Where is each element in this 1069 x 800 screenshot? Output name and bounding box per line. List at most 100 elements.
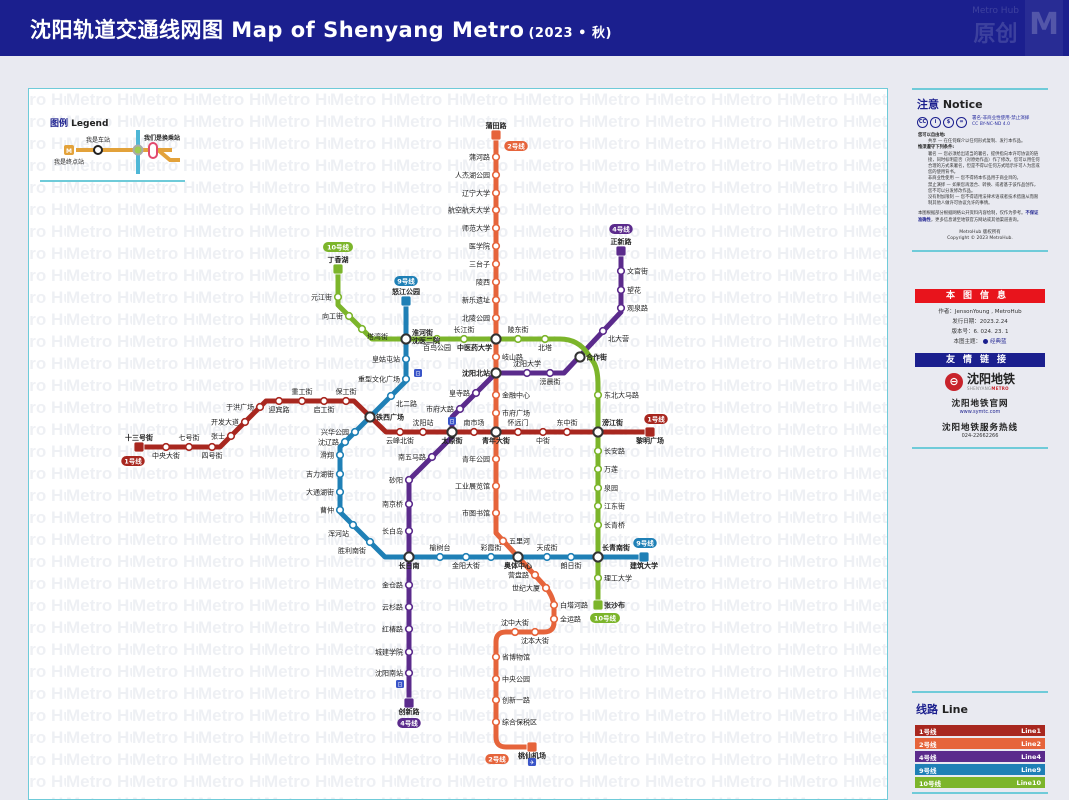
station-marker[interactable] [593,446,603,456]
station-label[interactable]: 铁西广场 [376,413,404,422]
station-label[interactable]: 金仓路 [382,581,403,590]
station-label[interactable]: 兴华公园 [321,428,349,437]
station-label[interactable]: 综合保税区 [502,718,537,727]
station-marker[interactable] [598,326,608,336]
interchange-station-marker[interactable] [592,551,604,563]
station-label[interactable]: 长安路 [604,447,625,456]
terminal-station-marker[interactable] [615,245,627,257]
station-label[interactable]: 江东街 [604,502,625,511]
station-label[interactable]: 岐山路 [502,353,523,362]
line-9-route[interactable] [337,301,644,560]
station-marker[interactable] [469,427,479,437]
station-label[interactable]: 人杰湖公园 [455,171,490,180]
station-label[interactable]: 南市场 [464,418,485,427]
interchange-station-marker[interactable] [490,426,502,438]
station-marker[interactable] [348,520,358,530]
interchange-station-marker[interactable] [592,426,604,438]
station-label[interactable]: 怀远门 [508,418,529,427]
station-marker[interactable] [542,552,552,562]
station-label[interactable]: 工业展览馆 [455,482,490,491]
station-label[interactable]: 航空航天大学 [448,206,490,215]
station-label[interactable]: 南京桥 [382,500,403,509]
station-marker[interactable] [491,170,501,180]
station-label[interactable]: 北大营 [608,334,629,343]
station-marker[interactable] [344,311,354,321]
station-marker[interactable] [335,505,345,515]
station-label[interactable]: 观泉路 [627,304,648,313]
station-label[interactable]: 皇姑屯站 [372,355,400,364]
line-badge[interactable] [644,414,668,424]
interchange-station-marker[interactable] [490,333,502,345]
station-label[interactable]: 吉力湖街 [306,470,334,479]
line-badge[interactable] [394,276,418,286]
station-label[interactable]: 长白岛 [382,527,403,536]
station-marker[interactable] [404,475,414,485]
station-marker[interactable] [418,427,428,437]
station-marker[interactable] [333,292,343,302]
terminal-station-marker[interactable] [133,441,145,453]
station-label[interactable]: 世纪大厦 [512,584,540,593]
station-marker[interactable] [491,652,501,662]
station-label[interactable]: 市图书馆 [462,509,490,518]
station-label[interactable]: 长青桥 [604,521,625,530]
station-label[interactable]: 滑翔 [320,451,334,460]
station-label[interactable]: 保工街 [336,387,357,396]
station-label[interactable]: 张士 [211,432,225,441]
interchange-station-marker[interactable] [490,367,502,379]
station-marker[interactable] [432,334,442,344]
station-label[interactable]: 张沙布 [604,601,625,610]
station-marker[interactable] [530,570,540,580]
station-marker[interactable] [593,483,603,493]
station-marker[interactable] [365,537,375,547]
interchange-station-marker[interactable] [403,551,415,563]
line-badge[interactable] [609,224,633,234]
station-marker[interactable] [184,442,194,452]
station-marker[interactable] [491,295,501,305]
station-label[interactable]: 丁香湖 [328,255,349,264]
station-label[interactable]: 长青南街 [602,543,630,552]
station-label[interactable]: 万莲 [604,465,618,474]
line-badge[interactable] [323,242,353,252]
station-label[interactable]: 青年大街 [482,436,510,445]
station-marker[interactable] [491,674,501,684]
line-badge[interactable] [504,141,528,151]
line-row-1[interactable]: 1号线 Line1 [915,725,1045,736]
station-label[interactable]: 文官街 [627,267,648,276]
station-label[interactable]: 省博物馆 [502,653,530,662]
station-marker[interactable] [593,520,603,530]
station-label[interactable]: 建筑大学 [630,561,658,570]
station-label[interactable]: 淮河街沈医二院 [412,328,440,345]
terminal-station-marker[interactable] [638,551,650,563]
station-marker[interactable] [538,427,548,437]
station-marker[interactable] [226,431,236,441]
station-label[interactable]: 沈中大街 [501,618,529,627]
cc-license[interactable]: CC i $ = 署名-非商业性使用-禁止演绎 CC BY-NC-ND 4.0 [917,116,1048,128]
station-label[interactable]: 蒲田路 [486,121,508,130]
station-marker[interactable] [335,469,345,479]
line-row-9[interactable]: 9号线 Line9 [915,764,1045,775]
station-label[interactable]: 蒲河路 [469,153,490,162]
station-marker[interactable] [491,152,501,162]
line-badge[interactable] [397,718,421,728]
station-label[interactable]: 青年公园 [462,455,490,464]
station-label[interactable]: 北塔 [538,343,552,352]
station-label[interactable]: 师范大学 [462,224,490,233]
station-marker[interactable] [491,390,501,400]
station-marker[interactable] [513,427,523,437]
station-marker[interactable] [549,600,559,610]
official-site-link[interactable]: www.symtc.com [959,409,1001,415]
station-label[interactable]: 陵东街 [508,325,529,334]
station-marker[interactable] [593,464,603,474]
station-label[interactable]: 理工大学 [604,574,632,583]
terminal-station-marker[interactable] [332,263,344,275]
station-marker[interactable] [350,427,360,437]
station-label[interactable]: 太原街 [442,436,463,445]
interchange-station-marker[interactable] [364,411,376,423]
station-label[interactable]: 正新路 [611,237,633,246]
interchange-station-marker[interactable] [446,426,458,438]
station-marker[interactable] [616,303,626,313]
line-2-route[interactable] [493,135,557,750]
line-badge[interactable] [485,754,509,764]
station-label[interactable]: 皇寺路 [449,389,470,398]
station-marker[interactable] [461,552,471,562]
